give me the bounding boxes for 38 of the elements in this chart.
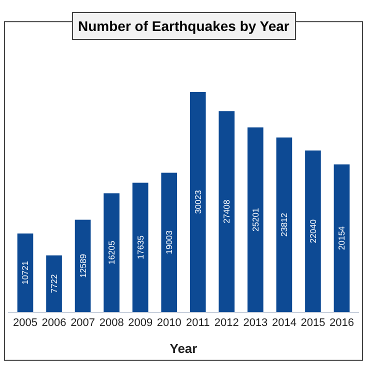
data-label: 27408 bbox=[222, 199, 232, 224]
bar bbox=[218, 111, 235, 312]
data-label: 25201 bbox=[250, 208, 260, 232]
data-label: 10721 bbox=[20, 260, 30, 285]
data-label: 30023 bbox=[192, 190, 203, 214]
bar bbox=[74, 220, 91, 312]
bar bbox=[104, 193, 120, 312]
data-label: 12589 bbox=[78, 254, 88, 278]
bar bbox=[132, 182, 148, 312]
data-label: 16205 bbox=[106, 240, 117, 264]
data-label: 17635 bbox=[135, 235, 146, 260]
data-label: 7722 bbox=[48, 274, 59, 294]
x-tick-label: 2015 bbox=[300, 317, 326, 330]
x-tick-label: 2014 bbox=[272, 317, 296, 330]
bar bbox=[248, 127, 264, 312]
x-axis-title: Year bbox=[170, 340, 198, 356]
bar bbox=[46, 255, 62, 312]
bar bbox=[334, 164, 350, 312]
x-tick-label: 2008 bbox=[99, 317, 124, 330]
bar bbox=[305, 150, 321, 312]
x-tick-label: 2011 bbox=[186, 317, 210, 330]
x-tick-label: 2007 bbox=[70, 317, 96, 330]
x-tick-label: 2009 bbox=[128, 317, 153, 330]
x-tick-label: 2012 bbox=[214, 317, 239, 330]
x-tick-label: 2013 bbox=[243, 317, 268, 330]
x-tick-label: 2006 bbox=[42, 317, 66, 330]
bar bbox=[161, 172, 178, 312]
bar bbox=[17, 233, 34, 312]
x-tick-label: 2016 bbox=[330, 317, 354, 330]
data-label: 23812 bbox=[279, 212, 290, 237]
x-tick-label: 2005 bbox=[13, 317, 38, 330]
bar bbox=[276, 138, 292, 312]
bar bbox=[190, 92, 206, 312]
data-label: 20154 bbox=[336, 226, 347, 250]
chart-title: Number of Earthquakes by Year bbox=[78, 18, 290, 34]
data-label: 19003 bbox=[164, 230, 174, 254]
data-label: 22040 bbox=[308, 219, 318, 244]
x-tick-label: 2010 bbox=[156, 317, 182, 330]
